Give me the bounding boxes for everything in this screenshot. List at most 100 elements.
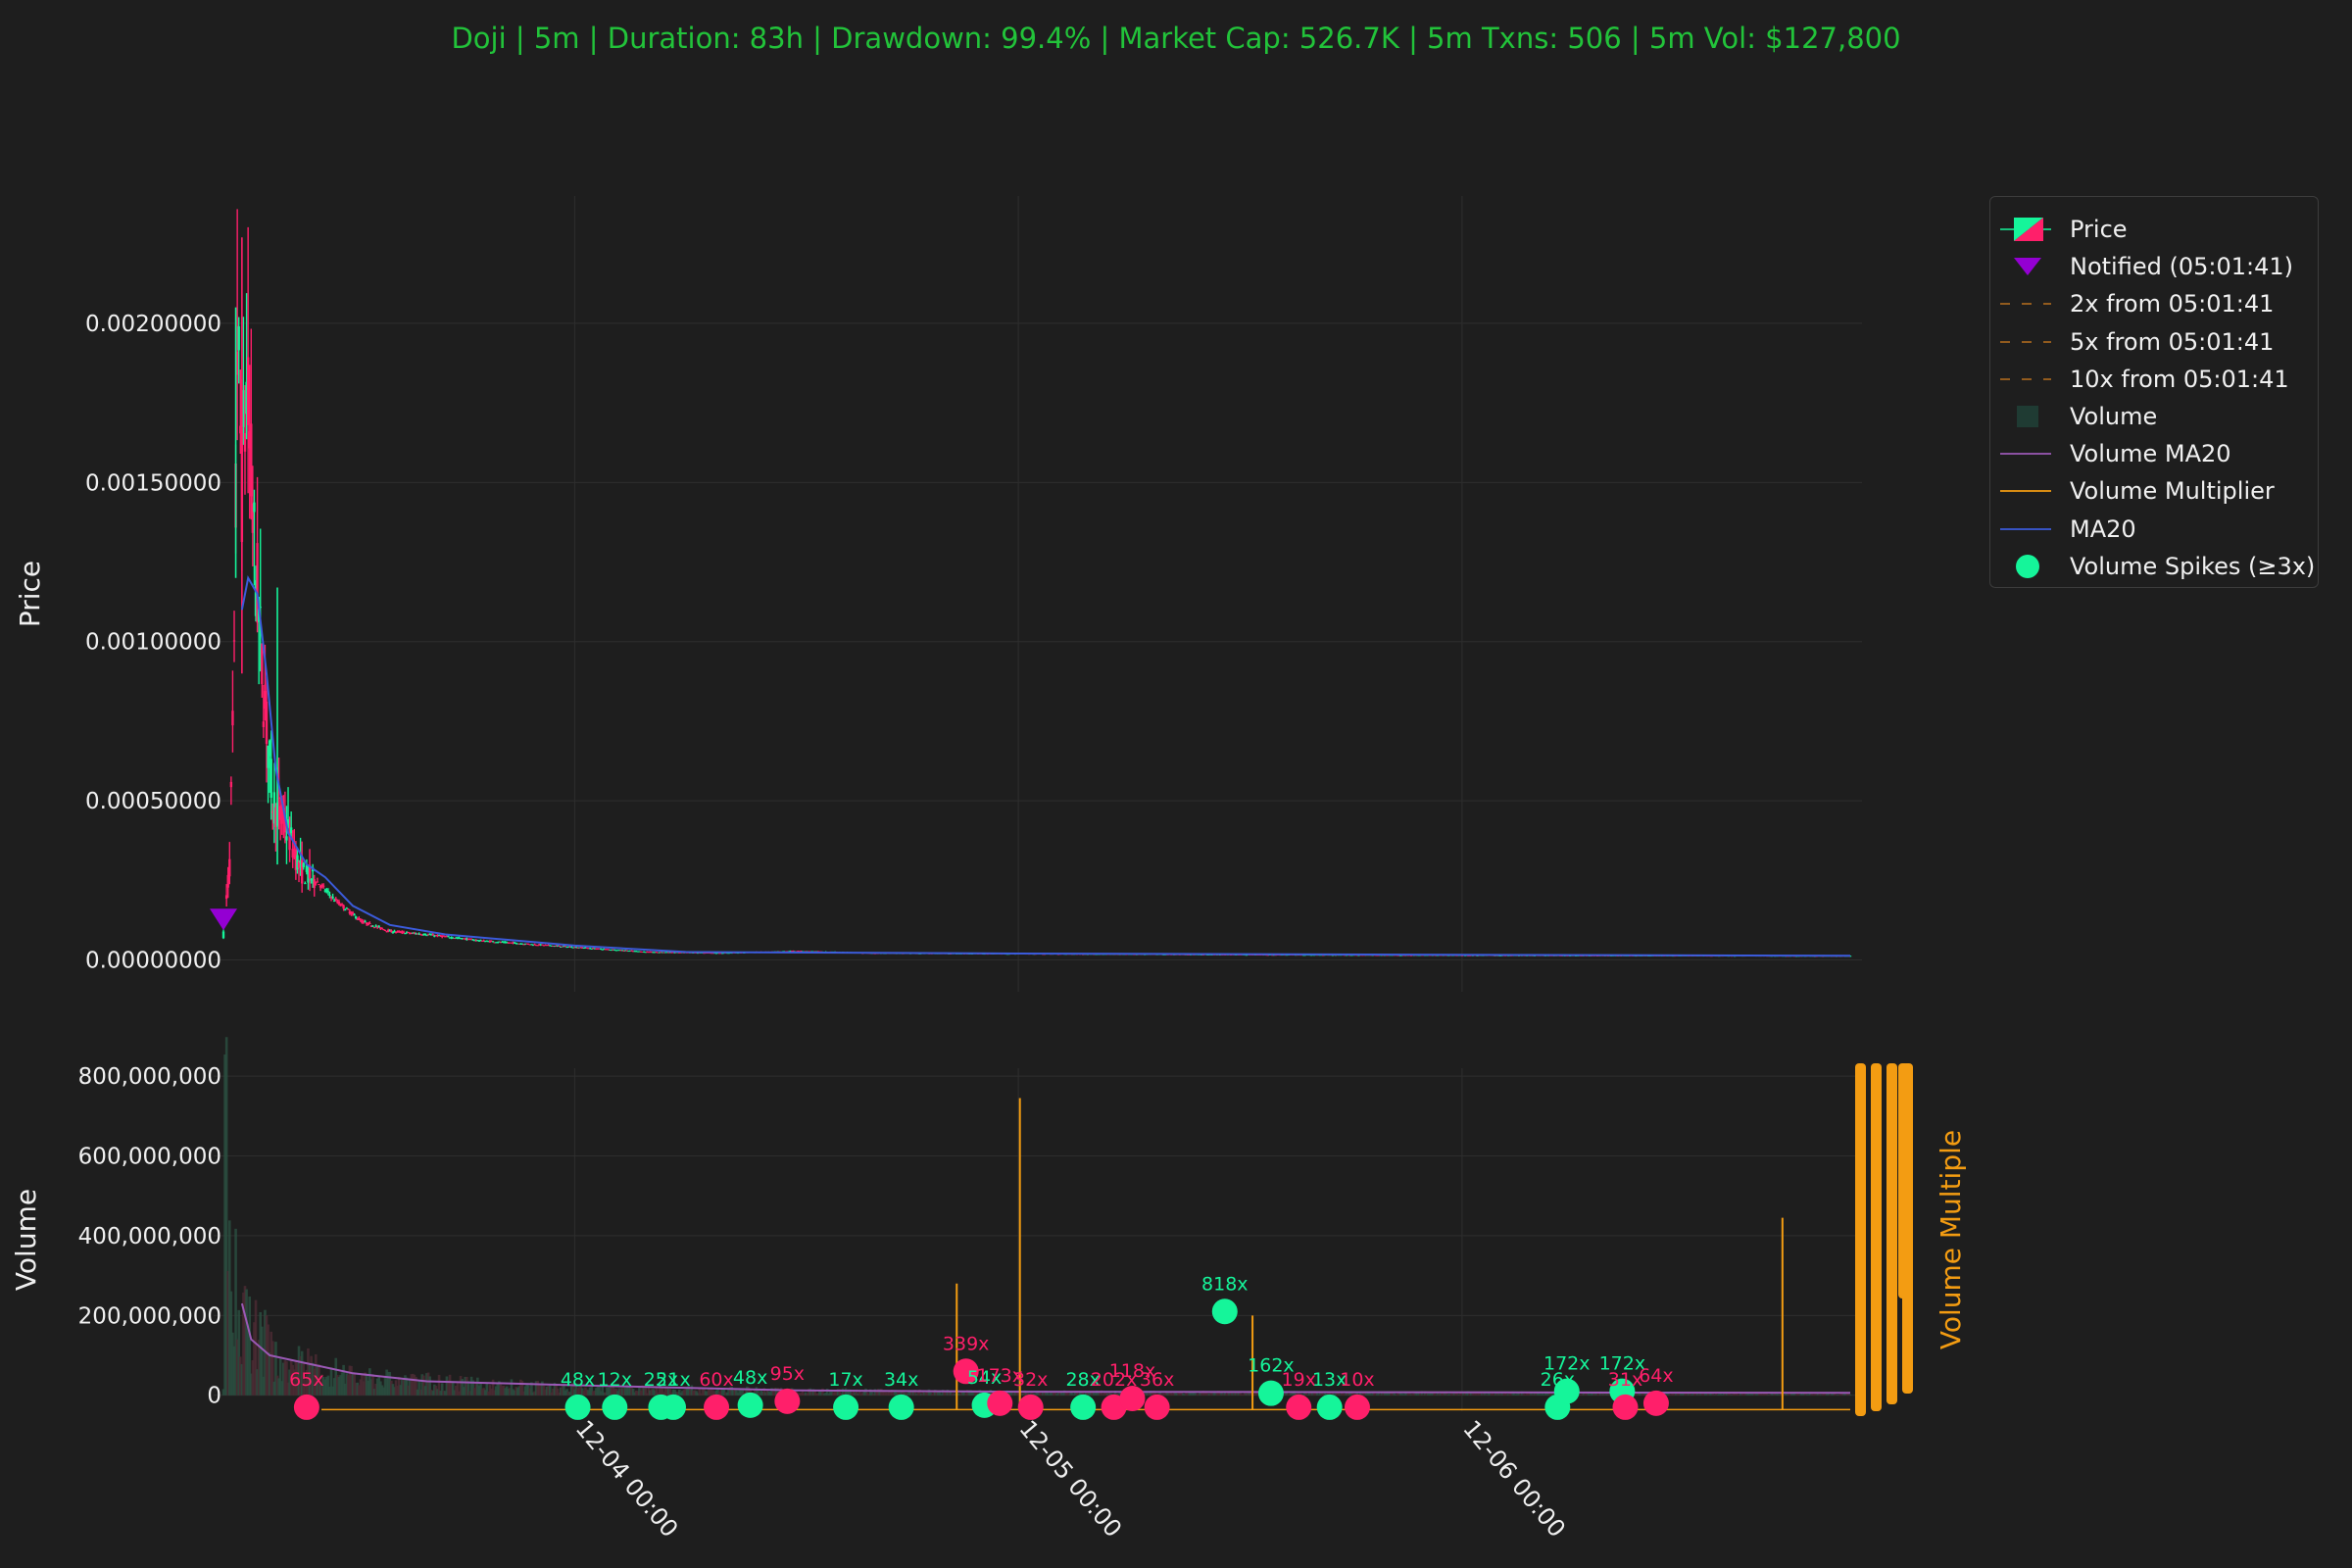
volume-bar — [872, 1394, 875, 1396]
volume-bar — [1247, 1391, 1250, 1396]
volume-bar — [596, 1386, 600, 1396]
volume-bar — [1118, 1391, 1122, 1396]
volume-multiple-tick — [1855, 1063, 1866, 1416]
volume-bar — [1237, 1392, 1241, 1396]
volume-bar — [1681, 1393, 1684, 1396]
candle-body — [393, 930, 396, 933]
volume-spike-marker — [1257, 1380, 1284, 1406]
candle-body — [416, 933, 419, 935]
volume-bar — [1019, 1393, 1023, 1396]
candle-body — [577, 947, 581, 949]
volume-bar — [474, 1383, 478, 1396]
volume-bar — [405, 1377, 409, 1396]
volume-bar — [895, 1392, 899, 1396]
volume-bar — [1385, 1393, 1389, 1396]
volume-bar — [329, 1367, 333, 1396]
candle-body — [412, 932, 415, 934]
volume-bar — [1585, 1392, 1589, 1396]
volume-bar — [461, 1379, 464, 1396]
volume-bar — [488, 1385, 492, 1396]
volume-bar — [593, 1390, 597, 1396]
volume-bar — [588, 1387, 592, 1396]
volume-bar — [601, 1386, 605, 1396]
volume-bar — [1092, 1391, 1096, 1396]
candle-body — [603, 949, 606, 951]
volume-bar — [231, 1332, 234, 1396]
candle-body — [790, 951, 794, 953]
volume-bar — [1692, 1392, 1696, 1396]
volume-bar — [1037, 1391, 1040, 1396]
volume-bar — [1541, 1392, 1544, 1396]
candle-body — [592, 948, 595, 950]
volume-bar — [1527, 1393, 1530, 1396]
volume-bar — [717, 1392, 721, 1396]
volume-bar — [653, 1390, 657, 1396]
volume-bar — [1528, 1393, 1532, 1396]
volume-tick-label: 400,000,000 — [78, 1224, 221, 1250]
volume-bar — [1150, 1391, 1152, 1396]
volume-bar — [682, 1390, 686, 1396]
candle-body — [797, 951, 800, 953]
volume-bar — [1787, 1394, 1790, 1396]
candle-body — [631, 951, 635, 953]
volume-bar — [318, 1364, 320, 1396]
volume-bar — [1531, 1394, 1535, 1396]
volume-bar — [1301, 1394, 1305, 1396]
volume-bar — [1231, 1393, 1234, 1396]
candle-body — [262, 721, 266, 727]
price-lines — [210, 574, 1851, 957]
candle-body — [459, 938, 463, 940]
dashed-line-icon — [2000, 303, 2051, 306]
volume-bar — [725, 1392, 729, 1396]
volume-bar — [1043, 1391, 1047, 1396]
candle-body — [534, 945, 538, 947]
volume-bar — [832, 1392, 835, 1396]
volume-bar — [307, 1348, 310, 1396]
volume-bar — [407, 1385, 410, 1396]
volume-bar — [1684, 1393, 1688, 1396]
candle-body — [364, 921, 367, 923]
candle-body — [556, 946, 560, 948]
candle-body — [347, 908, 350, 910]
volume-bar — [854, 1392, 857, 1396]
price-candles — [221, 209, 1852, 957]
volume-bar — [627, 1387, 630, 1396]
volume-bar — [413, 1374, 416, 1396]
volume-bar — [1151, 1392, 1154, 1396]
volume-bar — [724, 1392, 727, 1396]
candle-body — [717, 953, 721, 955]
legend-item: 10x from 05:01:41 — [1990, 361, 2318, 398]
volume-bar — [1707, 1392, 1710, 1396]
volume-bar — [1304, 1391, 1308, 1396]
candle-body — [387, 929, 390, 932]
volume-bar — [1437, 1394, 1441, 1396]
volume-spike-label: 64x — [1639, 1365, 1673, 1387]
volume-bar — [876, 1389, 880, 1396]
candle-body — [561, 946, 564, 948]
volume-spike-marker — [1642, 1390, 1669, 1416]
volume-bar — [1394, 1394, 1397, 1396]
volume-bar — [915, 1393, 918, 1396]
candle-body — [337, 901, 341, 905]
volume-bar — [480, 1389, 484, 1396]
volume-bar — [892, 1392, 896, 1396]
volume-bar — [1024, 1391, 1028, 1396]
volume-bar — [1452, 1393, 1456, 1396]
candle-body — [359, 919, 363, 921]
volume-bar — [390, 1380, 393, 1396]
volume-bar — [1221, 1394, 1225, 1396]
volume-bar — [1183, 1394, 1187, 1396]
volume-bar — [706, 1391, 709, 1396]
volume-bar — [291, 1364, 295, 1396]
volume-bar — [251, 1360, 255, 1396]
volume-bar — [1250, 1392, 1252, 1396]
volume-bar — [933, 1390, 937, 1396]
volume-bar — [277, 1378, 280, 1396]
volume-bar — [545, 1386, 549, 1396]
volume-bar — [638, 1386, 641, 1396]
volume-bar — [259, 1311, 263, 1396]
volume-bar — [1046, 1392, 1050, 1396]
volume-bar — [240, 1364, 244, 1396]
volume-spike-label: 48x — [561, 1369, 595, 1391]
x-tick-label: 12-05 00:00 — [1014, 1415, 1128, 1543]
